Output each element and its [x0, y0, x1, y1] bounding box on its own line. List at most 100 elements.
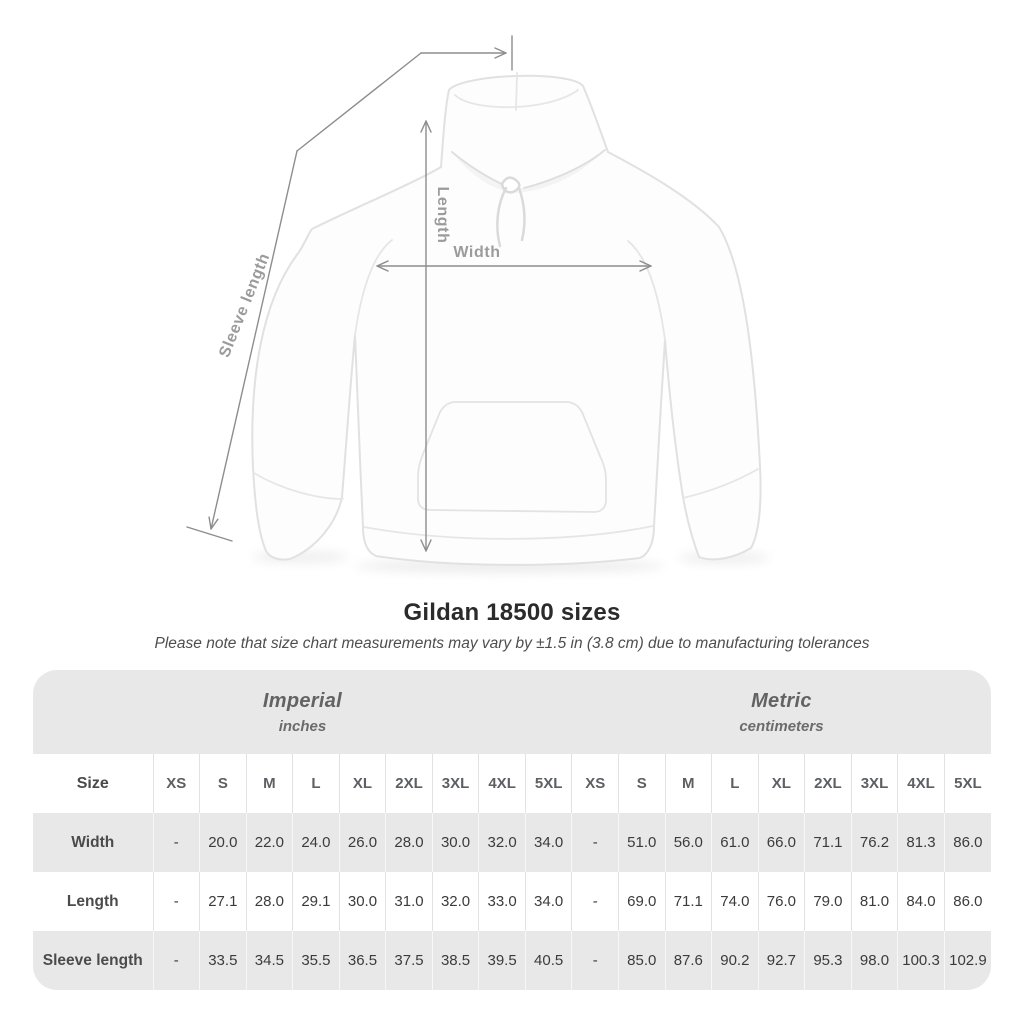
measurement-cell: 102.9: [943, 931, 991, 990]
measurement-cell: 20.0: [199, 813, 247, 872]
table-row: Width -20.0 22.0 24.0 26.0 28.0 30.0 32.0 34.0-5…: [33, 813, 991, 872]
measurement-cell: 28.0: [245, 872, 293, 931]
metric-group-header: Metric centimeters: [571, 670, 991, 754]
measurement-cell: 35.5: [292, 931, 340, 990]
measurement-cell: -: [152, 872, 200, 931]
measurement-cell: 24.0: [292, 813, 340, 872]
row-label: Width: [71, 833, 115, 851]
dimension-lines: [186, 35, 652, 552]
table-row: Length -27.1 28.0 29.1 30.0 31.0 32.0 33.0 34.0-…: [33, 872, 991, 931]
width-dimension-line: [376, 260, 652, 272]
measurement-cell: 71.1: [804, 813, 852, 872]
measurement-cell: 81.0: [850, 872, 898, 931]
length-dimension-label: Length: [434, 187, 451, 244]
measurement-cell: 56.0: [664, 813, 712, 872]
measurement-cell: 86.0: [943, 813, 991, 872]
measurement-cell: -: [152, 931, 200, 990]
tolerance-note: Please note that size chart measurements…: [154, 635, 870, 652]
measurement-cell: 85.0: [617, 931, 666, 990]
size-column-header: 2XL: [804, 754, 852, 813]
measurement-cell: 84.0: [897, 872, 945, 931]
measurement-cell: 27.1: [199, 872, 247, 931]
measurement-cell: 33.0: [478, 872, 526, 931]
length-dimension-line: [420, 120, 432, 552]
measurement-cell: 86.0: [943, 872, 991, 931]
measurement-cell: 29.1: [292, 872, 340, 931]
size-table-body: Width -20.0 22.0 24.0 26.0 28.0 30.0 32.0 34.0-5…: [33, 813, 991, 990]
measurement-cell: 61.0: [711, 813, 759, 872]
size-column-header: 3XL: [850, 754, 898, 813]
measurement-cell: 40.5: [524, 931, 572, 990]
measurement-cell: 37.5: [385, 931, 433, 990]
measurement-cell: 32.0: [478, 813, 526, 872]
size-column-header: 4XL: [897, 754, 945, 813]
size-column-header: XL: [757, 754, 805, 813]
width-dimension-label: Width: [453, 244, 500, 261]
measurement-cell: 74.0: [711, 872, 759, 931]
hoodie-pocket: [417, 401, 607, 513]
size-column-header: 4XL: [478, 754, 526, 813]
measurement-cell: 30.0: [338, 872, 386, 931]
hoodie-measurement-diagram: Width Length Sleeve length: [186, 35, 770, 573]
measurement-cell: 26.0: [338, 813, 386, 872]
size-column-header: 3XL: [431, 754, 479, 813]
measurement-cell: 39.5: [478, 931, 526, 990]
hoodie-seams: [253, 72, 759, 540]
measurement-cell: 33.5: [199, 931, 247, 990]
size-column-header: 2XL: [385, 754, 433, 813]
size-table-container: Imperial inches Metric centimeters Size …: [33, 670, 991, 990]
metric-group-unit: centimeters: [739, 717, 824, 735]
measurement-cell: 51.0: [617, 813, 666, 872]
size-column-header: 5XL: [943, 754, 991, 813]
measurement-cell: 90.2: [711, 931, 759, 990]
measurement-cell: 81.3: [897, 813, 945, 872]
measurement-cell: 69.0: [617, 872, 666, 931]
measurement-cell: 22.0: [245, 813, 293, 872]
size-column-header: XS: [571, 754, 619, 813]
size-column-header: M: [664, 754, 712, 813]
measurement-cell: 98.0: [850, 931, 898, 990]
measurement-cell: -: [571, 813, 619, 872]
measurement-cell: 79.0: [804, 872, 852, 931]
hoodie-drawstrings: [496, 176, 526, 248]
measurement-cell: 30.0: [431, 813, 479, 872]
measurement-cell: 36.5: [338, 931, 386, 990]
measurement-cell: 87.6: [664, 931, 712, 990]
table-row: Sleeve length -33.5 34.5 35.5 36.5 37.5 38.5 39…: [33, 931, 991, 990]
size-table-head: Imperial inches Metric centimeters Size …: [33, 670, 991, 813]
metric-group-label: Metric: [751, 689, 812, 712]
measurement-cell: 95.3: [804, 931, 852, 990]
size-column-header: L: [292, 754, 340, 813]
row-label: Sleeve length: [42, 951, 143, 969]
imperial-group-label: Imperial: [262, 689, 343, 712]
size-column-header: S: [617, 754, 666, 813]
row-label: Length: [66, 892, 119, 910]
measurement-cell: 92.7: [757, 931, 805, 990]
imperial-group-header: Imperial inches: [33, 670, 572, 754]
sleeve-dimension-line: [186, 35, 513, 542]
size-column-header: S: [199, 754, 247, 813]
size-column-header: 5XL: [524, 754, 572, 813]
measurement-cell: 38.5: [431, 931, 479, 990]
measurement-cell: 71.1: [664, 872, 712, 931]
measurement-cell: -: [571, 931, 619, 990]
measurement-cell: 34.0: [524, 813, 572, 872]
measurement-cell: 34.0: [524, 872, 572, 931]
size-column-header: M: [245, 754, 293, 813]
size-column-header: XL: [338, 754, 386, 813]
size-column-header: L: [711, 754, 759, 813]
size-column-header: XS: [152, 754, 200, 813]
size-table: Imperial inches Metric centimeters Size …: [33, 670, 991, 990]
measurement-cell: 32.0: [431, 872, 479, 931]
measurement-cell: 31.0: [385, 872, 433, 931]
measurement-cell: 66.0: [757, 813, 805, 872]
size-header-row: Size XS S M L XL 2XL 3XL 4XL 5XL XS S M L XL 2XL 3XL 4XL…: [33, 754, 991, 813]
unit-group-row: Imperial inches Metric centimeters: [33, 670, 991, 754]
hoodie-body: [251, 74, 762, 566]
measurement-cell: -: [152, 813, 200, 872]
measurement-cell: 100.3: [897, 931, 945, 990]
imperial-group-unit: inches: [278, 717, 327, 735]
measurement-cell: 34.5: [245, 931, 293, 990]
measurement-cell: 76.0: [757, 872, 805, 931]
